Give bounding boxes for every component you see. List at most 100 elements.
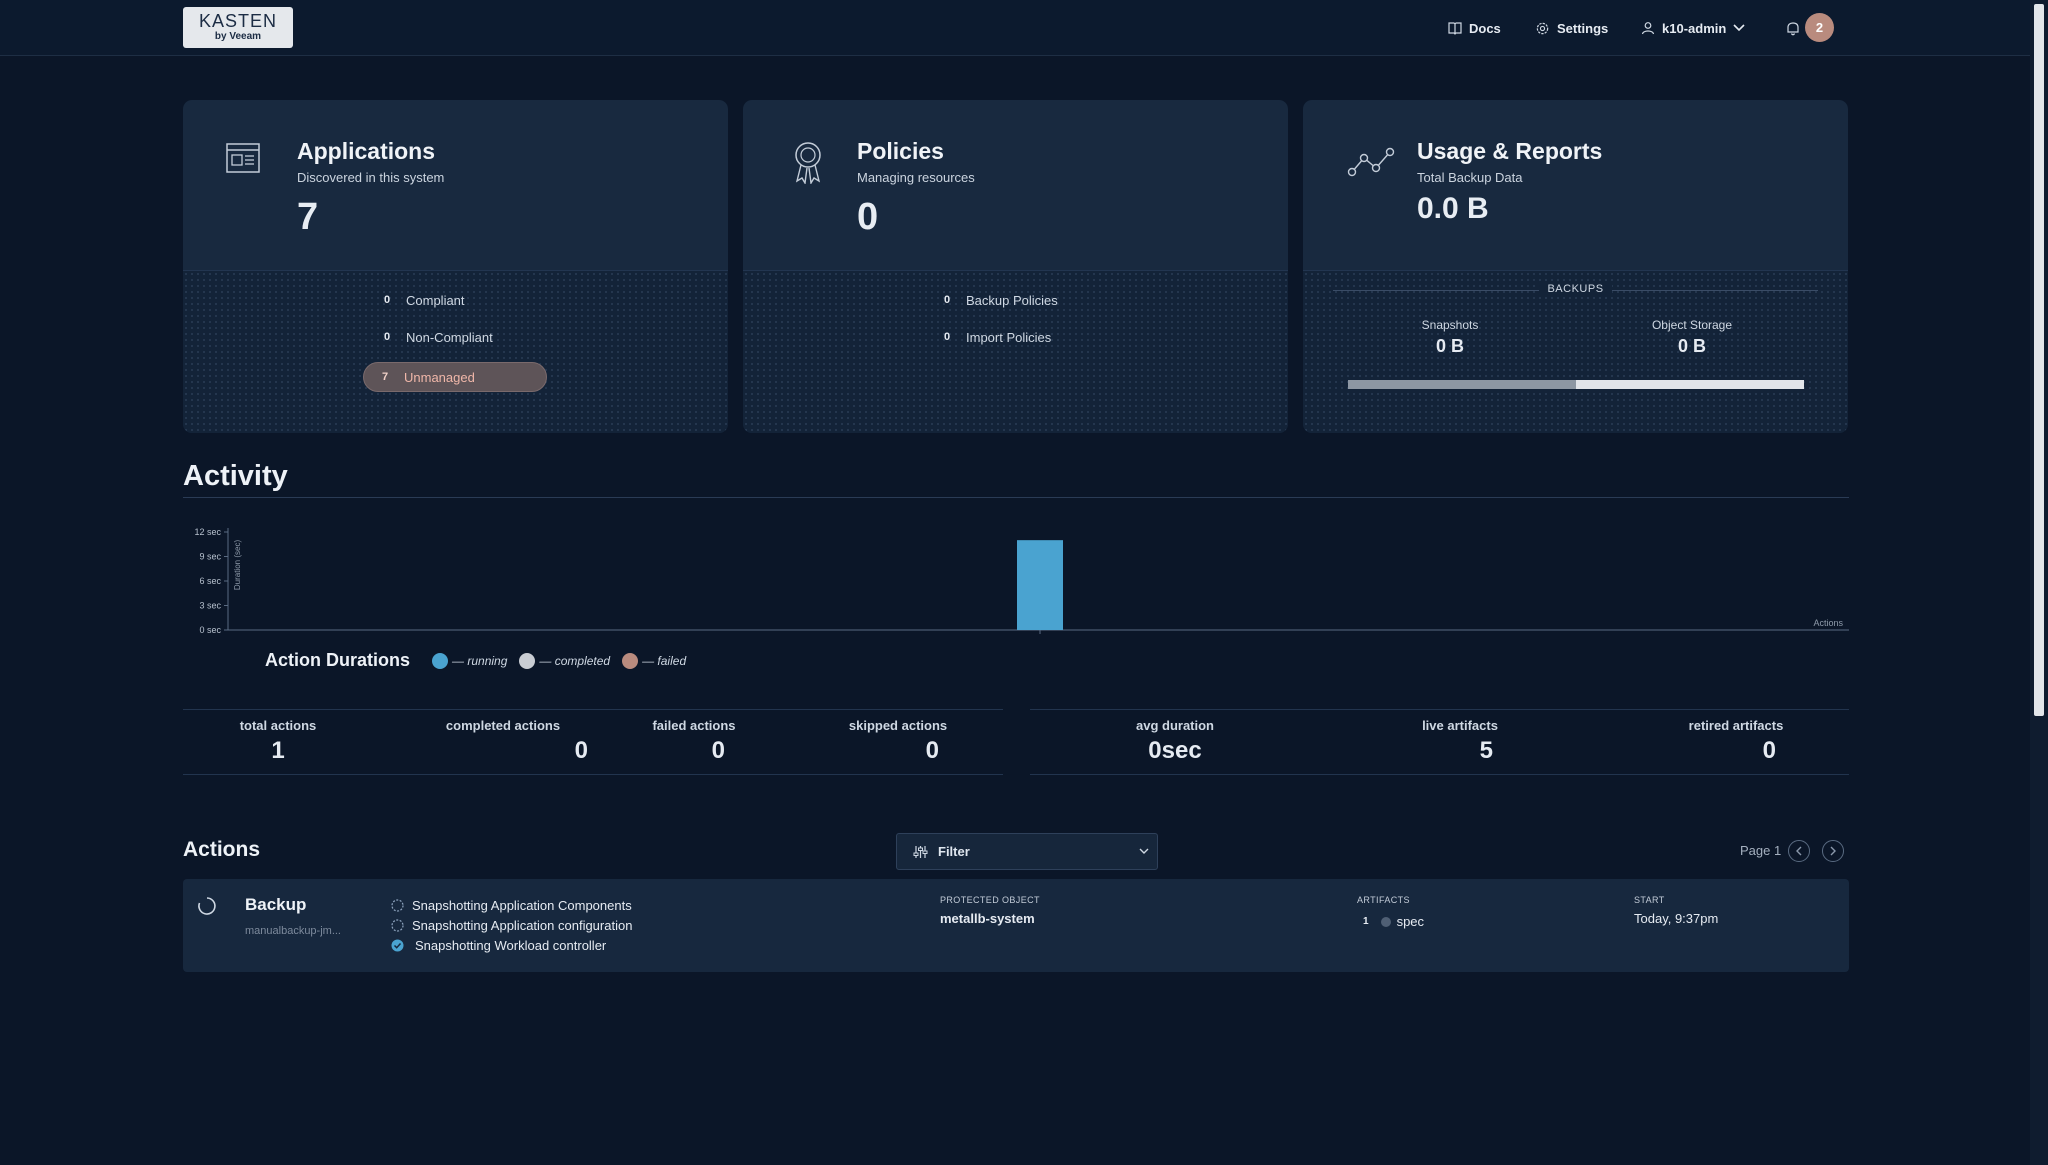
artifacts-value[interactable]: 1 spec bbox=[1363, 914, 1424, 929]
legend-completed-label: — completed bbox=[539, 653, 611, 668]
settings-link[interactable]: Settings bbox=[1535, 18, 1608, 38]
usage-breakdown bbox=[1303, 270, 1848, 433]
usage-subtitle: Total Backup Data bbox=[1417, 170, 1523, 185]
book-icon bbox=[1448, 22, 1462, 35]
retired-artifacts-label: retired artifacts bbox=[1688, 718, 1784, 733]
live-artifacts-stat: live artifacts 5 bbox=[1365, 718, 1555, 765]
non-compliant-count: 0 bbox=[383, 331, 391, 343]
legend-running-label: — running bbox=[452, 653, 508, 668]
action-type: Backup bbox=[245, 895, 307, 914]
non-compliant-filter[interactable]: 0 Non-Compliant bbox=[376, 326, 493, 348]
retired-artifacts-stat: retired artifacts 0 bbox=[1641, 718, 1831, 765]
chevron-left-icon bbox=[1796, 846, 1802, 856]
notification-badge[interactable]: 2 bbox=[1805, 13, 1834, 42]
avg-duration-stat: avg duration 0sec bbox=[1080, 718, 1270, 765]
next-page-button[interactable] bbox=[1822, 840, 1844, 862]
legend-title: Action Durations bbox=[265, 650, 411, 670]
compliant-count: 0 bbox=[383, 294, 391, 306]
protected-object-value[interactable]: metallb-system bbox=[940, 911, 1035, 926]
legend-failed: — failed bbox=[622, 652, 686, 669]
artifact-dot-icon bbox=[1380, 916, 1391, 927]
failed-actions-value: 0 bbox=[711, 737, 725, 764]
compliant-label: Compliant bbox=[406, 292, 465, 308]
live-artifacts-label: live artifacts bbox=[1422, 718, 1498, 733]
completed-actions-stat: completed actions 0 bbox=[408, 718, 598, 765]
applications-card[interactable]: Applications Discovered in this system 7… bbox=[183, 100, 728, 433]
total-actions-stat: total actions 1 bbox=[183, 718, 373, 765]
pending-circle-icon bbox=[391, 898, 404, 912]
import-policies-label: Import Policies bbox=[966, 329, 1052, 345]
retired-artifacts-value: 0 bbox=[1762, 737, 1776, 764]
artifact-stats: avg duration 0sec live artifacts 5 retir… bbox=[1030, 709, 1849, 775]
protected-object-header: PROTECTED OBJECT bbox=[940, 895, 1040, 905]
y-tick-label: 12 sec bbox=[194, 527, 221, 537]
bell-icon bbox=[1787, 21, 1799, 35]
y-tick-label: 3 sec bbox=[199, 601, 221, 611]
avg-duration-value: 0sec bbox=[1148, 737, 1202, 764]
skipped-actions-label: skipped actions bbox=[848, 718, 948, 733]
usage-reports-card[interactable]: Usage & Reports Total Backup Data 0.0 B … bbox=[1303, 100, 1848, 433]
snapshots-stat: Snapshots 0 B bbox=[1370, 318, 1530, 357]
applications-subtitle: Discovered in this system bbox=[297, 170, 445, 185]
user-icon bbox=[1641, 22, 1655, 35]
applications-title: Applications bbox=[297, 138, 436, 164]
non-compliant-label: Non-Compliant bbox=[406, 329, 493, 345]
live-artifacts-value: 5 bbox=[1479, 737, 1493, 764]
kasten-logo[interactable]: KASTEN by Veeam bbox=[183, 7, 293, 48]
failed-actions-label: failed actions bbox=[652, 718, 736, 733]
action-stats: total actions 1 completed actions 0 fail… bbox=[183, 709, 1003, 775]
application-window-icon bbox=[226, 143, 260, 173]
failed-actions-stat: failed actions 0 bbox=[599, 718, 789, 765]
unmanaged-label: Unmanaged bbox=[404, 369, 475, 385]
phase-label: Snapshotting Application configuration bbox=[412, 917, 633, 933]
check-circle-icon bbox=[391, 939, 404, 951]
scrollbar-thumb[interactable] bbox=[2034, 4, 2044, 716]
total-actions-value: 1 bbox=[271, 737, 285, 764]
legend-completed-swatch bbox=[519, 652, 536, 669]
duration-bar bbox=[1017, 540, 1063, 630]
y-axis-label: Duration (sec) bbox=[233, 540, 242, 591]
chevron-right-icon bbox=[1830, 846, 1836, 856]
user-menu[interactable]: k10-admin bbox=[1641, 18, 1752, 38]
backups-heading-text: BACKUPS bbox=[1539, 283, 1612, 295]
object-storage-stat: Object Storage 0 B bbox=[1612, 318, 1772, 357]
logo-subtext: by Veeam bbox=[214, 31, 262, 42]
unmanaged-count: 7 bbox=[381, 371, 389, 383]
artifacts-header: ARTIFACTS bbox=[1357, 895, 1410, 905]
chart-legend: Action Durations — running — completed —… bbox=[265, 650, 698, 671]
chevron-down-icon bbox=[1139, 848, 1149, 854]
prev-page-button[interactable] bbox=[1788, 840, 1810, 862]
backup-policies-label: Backup Policies bbox=[966, 292, 1058, 308]
import-policies-filter[interactable]: 0 Import Policies bbox=[936, 326, 1051, 348]
usage-total: 0.0 B bbox=[1417, 192, 1489, 225]
docs-label: Docs bbox=[1469, 20, 1501, 36]
action-row[interactable]: Backup manualbackup-jm... Snapshotting A… bbox=[183, 879, 1849, 972]
docs-link[interactable]: Docs bbox=[1448, 18, 1501, 38]
legend-failed-swatch bbox=[622, 652, 639, 669]
object-storage-value: 0 B bbox=[1677, 336, 1706, 356]
y-tick-label: 6 sec bbox=[199, 576, 221, 586]
chevron-down-icon bbox=[1733, 24, 1745, 32]
backup-policies-filter[interactable]: 0 Backup Policies bbox=[936, 289, 1058, 311]
skipped-actions-value: 0 bbox=[925, 737, 939, 764]
action-id: manualbackup-jm... bbox=[245, 925, 341, 937]
completed-actions-label: completed actions bbox=[445, 718, 561, 733]
notifications-button[interactable] bbox=[1786, 18, 1807, 38]
applications-breakdown: 0 Compliant 0 Non-Compliant 7 Unmanaged bbox=[183, 270, 728, 433]
sliders-icon bbox=[913, 845, 928, 858]
action-durations-chart: 0 sec 3 sec 6 sec 9 sec 12 sec Duration (sec)… bbox=[194, 527, 1849, 635]
phase-label: Snapshotting Application Components bbox=[412, 897, 632, 913]
unmanaged-filter[interactable]: 7 Unmanaged bbox=[363, 362, 547, 392]
import-policies-count: 0 bbox=[943, 331, 951, 343]
page-indicator: Page 1 bbox=[1740, 843, 1782, 858]
skipped-actions-stat: skipped actions 0 bbox=[803, 718, 993, 765]
actions-filter-dropdown[interactable]: Filter bbox=[896, 833, 1158, 870]
backup-policies-count: 0 bbox=[943, 294, 951, 306]
legend-running: — running bbox=[432, 652, 508, 669]
user-label: k10-admin bbox=[1662, 20, 1727, 36]
avg-duration-label: avg duration bbox=[1135, 718, 1214, 733]
x-axis-label: Actions bbox=[1813, 618, 1843, 628]
policies-card[interactable]: Policies Managing resources 0 0 Backup P… bbox=[743, 100, 1288, 433]
y-tick-label: 0 sec bbox=[199, 625, 221, 635]
compliant-filter[interactable]: 0 Compliant bbox=[376, 289, 465, 311]
